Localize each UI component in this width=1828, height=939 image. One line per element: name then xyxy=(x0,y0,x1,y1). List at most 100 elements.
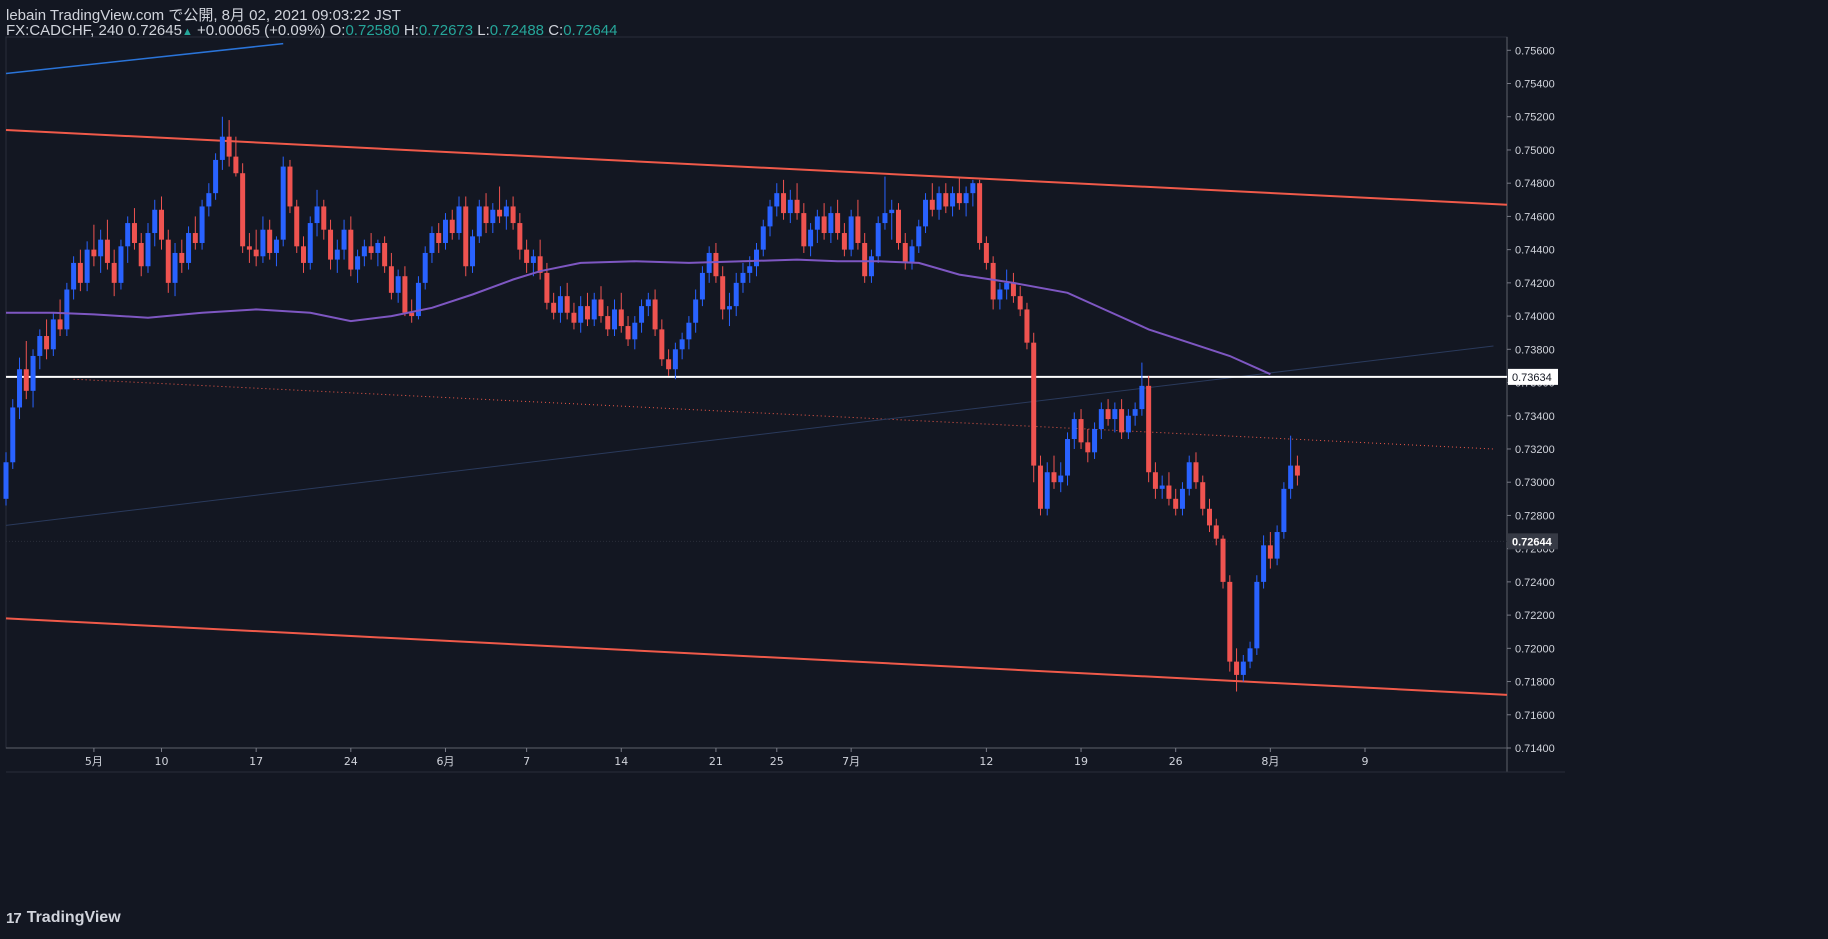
candle-body xyxy=(1173,498,1179,509)
candle-body xyxy=(1010,282,1016,297)
x-tick-label: 19 xyxy=(1074,755,1088,768)
candle-body xyxy=(3,462,9,499)
candle-body xyxy=(1294,465,1300,476)
candle-body xyxy=(307,223,313,263)
candle-body xyxy=(1031,342,1037,466)
candle-body xyxy=(429,233,435,253)
candle-body xyxy=(253,249,259,257)
candle-body xyxy=(632,322,638,340)
x-tick-label: 5月 xyxy=(85,755,103,768)
y-tick-label: 0.72000 xyxy=(1515,643,1555,655)
candle-body xyxy=(1247,648,1253,662)
tradingview-brand[interactable]: 17 TradingView xyxy=(6,909,121,927)
candle-body xyxy=(1288,465,1294,489)
y-tick-label: 0.74600 xyxy=(1515,211,1555,223)
candle-body xyxy=(902,242,908,263)
candle-body xyxy=(537,256,543,273)
candle-body xyxy=(341,229,347,250)
candle-body xyxy=(767,206,773,227)
y-tick-label: 0.73400 xyxy=(1515,411,1555,423)
blue-diag-line xyxy=(5,345,1494,526)
blue-top-line xyxy=(5,42,284,75)
candle-body xyxy=(402,276,408,313)
candle-body xyxy=(909,246,915,263)
candle-body xyxy=(848,216,854,250)
candle-body xyxy=(125,223,131,247)
candle-body xyxy=(1139,385,1145,410)
candle-body xyxy=(233,156,239,174)
candle-body xyxy=(503,206,509,217)
candle-body xyxy=(422,252,428,283)
axes: 0.71400 0.71600 0.71800 0.72000 0.72200 0.724… xyxy=(85,45,1558,768)
open-label: O: xyxy=(329,22,346,39)
candle-body xyxy=(1065,439,1071,476)
up-arrow-icon: ▲ xyxy=(181,26,193,38)
high-value: 0.72673 xyxy=(418,22,474,39)
current-price-label: 0.72644 xyxy=(1512,536,1553,548)
candle-body xyxy=(1213,525,1219,539)
candle-body xyxy=(754,249,759,267)
candle-body xyxy=(77,262,83,283)
candle-body xyxy=(267,229,273,253)
publisher-line: lebain TradingView.com で公開, 8月 02, 2021 … xyxy=(6,7,401,24)
candle-body xyxy=(1274,532,1280,559)
candle-body xyxy=(226,136,232,157)
candle-body xyxy=(328,229,334,260)
candle-body xyxy=(1112,409,1118,420)
candle-body xyxy=(868,256,874,277)
y-tick-label: 0.75200 xyxy=(1515,112,1555,124)
candle-body xyxy=(605,316,611,330)
candle-body xyxy=(571,312,577,323)
candle-body xyxy=(165,239,171,283)
candle-body xyxy=(50,319,56,350)
candle-body xyxy=(436,233,442,243)
candle-body xyxy=(118,246,124,283)
candle-body xyxy=(713,252,719,277)
candle-body xyxy=(1179,488,1185,509)
y-tick-label: 0.74400 xyxy=(1515,245,1555,257)
candle-body xyxy=(841,233,847,250)
candle-body xyxy=(794,199,800,214)
candle-body xyxy=(172,252,178,283)
y-tick-label: 0.71800 xyxy=(1515,677,1555,689)
x-tick-label: 14 xyxy=(614,755,628,768)
candle-body xyxy=(57,319,63,330)
y-tick-label: 0.72400 xyxy=(1515,577,1555,589)
candle-body xyxy=(368,246,374,253)
candle-body xyxy=(1105,409,1111,420)
candle-body xyxy=(23,369,29,391)
y-tick-label: 0.72800 xyxy=(1515,510,1555,522)
candle-body xyxy=(159,209,165,240)
moving-average-line xyxy=(6,258,1271,376)
candle-body xyxy=(666,359,672,370)
last-price: 0.72645 xyxy=(127,22,182,39)
candle-body xyxy=(1098,409,1104,430)
candle-body xyxy=(287,166,293,207)
x-tick-label: 6月 xyxy=(436,755,454,768)
y-tick-label: 0.73200 xyxy=(1515,444,1555,456)
high-label: H: xyxy=(403,22,419,39)
candle-body xyxy=(442,219,448,243)
candle-body xyxy=(584,306,590,320)
candle-body xyxy=(294,206,300,247)
moving-average xyxy=(6,258,1271,376)
candle-body xyxy=(355,256,361,270)
candle-body xyxy=(814,216,820,230)
candle-body xyxy=(578,306,584,323)
candle-body xyxy=(1240,661,1246,675)
candle-body xyxy=(240,173,246,247)
candle-body xyxy=(44,336,50,350)
candle-body xyxy=(923,199,929,227)
candle-body xyxy=(1037,465,1043,509)
candle-body xyxy=(84,249,90,283)
candle-body xyxy=(497,209,503,217)
x-tick-label: 10 xyxy=(155,755,169,768)
candle-body xyxy=(375,242,381,253)
candle-body xyxy=(895,209,901,243)
candle-body xyxy=(747,266,753,273)
candle-body xyxy=(409,312,415,317)
x-tick-label: 7 xyxy=(523,755,530,768)
candle-body xyxy=(950,193,956,207)
candle-body xyxy=(1058,475,1064,483)
